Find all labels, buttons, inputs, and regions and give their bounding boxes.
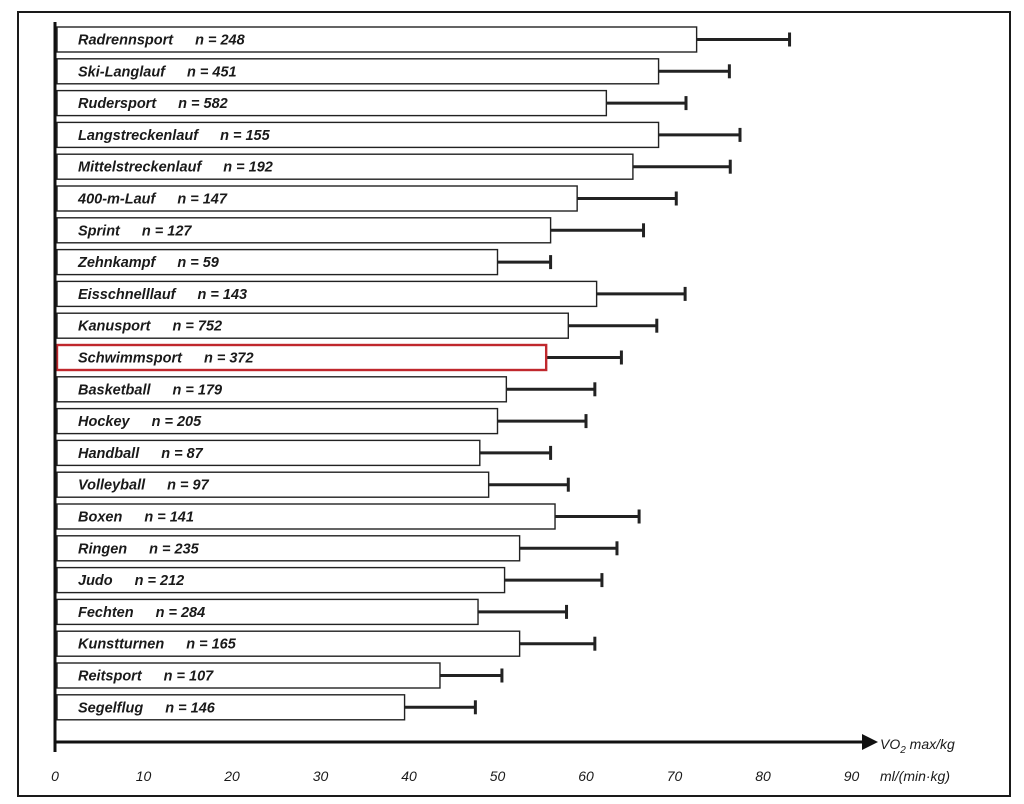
bar-category-label: Radrennsport: [78, 33, 174, 49]
bar-sample-size-label: n = 248: [195, 33, 246, 49]
bar-category-label: Schwimmsport: [78, 351, 183, 367]
bar-sample-size-label: n = 107: [164, 669, 215, 685]
bar-sample-size-label: n = 212: [135, 573, 185, 589]
chart-frame: [17, 11, 1011, 797]
bar-category-label: Volleyball: [78, 478, 146, 494]
bars-layer: [55, 26, 792, 721]
x-tick-label: 60: [578, 768, 594, 784]
bar-sample-size-label: n = 165: [186, 637, 237, 653]
x-tick-label: 70: [667, 768, 683, 784]
bar-category-label: Segelflug: [78, 700, 143, 716]
bar: [56, 26, 698, 53]
x-axis-title-main: VO: [880, 736, 900, 752]
bar-category-label: Boxen: [78, 510, 122, 526]
x-tick-label: 20: [223, 768, 240, 784]
x-tick-label: 80: [755, 768, 771, 784]
bar-category-label: Hockey: [78, 414, 131, 430]
bar: [56, 89, 608, 117]
bar: [56, 153, 634, 180]
bar-category-label: Sprint: [78, 223, 121, 239]
bar: [56, 503, 556, 530]
bar: [56, 566, 506, 594]
bar-category-label: Langstreckenlauf: [78, 128, 200, 144]
bar-sample-size-label: n = 87: [161, 446, 203, 462]
bar-sample-size-label: n = 97: [167, 478, 209, 494]
bar-category-label: Judo: [78, 573, 113, 589]
bar: [56, 439, 481, 467]
bar: [56, 312, 569, 339]
bar: [56, 58, 660, 85]
bar-category-label: Basketball: [78, 382, 152, 398]
x-tick-label: 10: [136, 768, 152, 784]
bar-sample-size-label: n = 205: [152, 414, 203, 430]
bar: [56, 217, 552, 244]
bar-category-label: Mittelstreckenlauf: [78, 160, 203, 176]
x-axis-title-rest: max/kg: [906, 736, 955, 752]
x-tick-label: 40: [401, 768, 417, 784]
x-tick-label: 50: [490, 768, 506, 784]
bar-sample-size-label: n = 192: [223, 160, 273, 176]
bar-sample-size-label: n = 179: [173, 382, 223, 398]
bar-category-label: Fechten: [78, 605, 134, 621]
x-axis-title: VO2 max/kg: [880, 736, 955, 756]
bar-category-label: Handball: [78, 446, 140, 462]
x-tick-label: 90: [844, 768, 860, 784]
bar-category-label: Ringen: [78, 541, 127, 557]
bar: [56, 407, 499, 435]
bar: [56, 185, 578, 212]
bar-sample-size-label: n = 127: [142, 223, 193, 239]
bar: [56, 248, 499, 276]
bar: [56, 598, 479, 626]
bar: [56, 694, 406, 721]
bar-category-label: Reitsport: [78, 669, 143, 685]
bar-sample-size-label: n = 284: [156, 605, 206, 621]
bar-category-label: Zehnkampf: [77, 255, 158, 271]
bar: [56, 662, 441, 689]
bar-category-label: Kanusport: [78, 319, 152, 335]
bar-labels-layer: Radrennsport n = 248 Ski-Langlauf n = 451 Ru…: [77, 33, 273, 717]
bar-category-label: Ski-Langlauf: [78, 64, 167, 80]
bar-sample-size-label: n = 141: [144, 510, 194, 526]
bar-category-label: Kunstturnen: [78, 637, 164, 653]
bar: [56, 376, 508, 403]
bar-sample-size-label: n = 155: [220, 128, 271, 144]
x-tick-labels-layer: 0 10 20 30 40 50 60 70 80 90: [51, 768, 859, 784]
bar: [56, 535, 521, 562]
x-axis-arrowhead-icon: [862, 734, 878, 750]
bar-sample-size-label: n = 146: [165, 700, 216, 716]
x-axis-title-subscript: 2: [899, 745, 906, 756]
x-axis-units: ml/(min·kg): [880, 768, 950, 784]
bar-sample-size-label: n = 59: [177, 255, 219, 271]
bar-sample-size-label: n = 451: [187, 64, 237, 80]
bar-highlighted: [55, 343, 548, 372]
bar: [56, 630, 521, 657]
bar-sample-size-label: n = 147: [177, 192, 228, 208]
bar-sample-size-label: n = 582: [178, 96, 228, 112]
bar-category-label: Eisschnelllauf: [78, 287, 178, 303]
bar-sample-size-label: n = 235: [149, 541, 200, 557]
bar-sample-size-label: n = 752: [173, 319, 223, 335]
bar-category-label: Rudersport: [78, 96, 157, 112]
bar-sample-size-label: n = 372: [204, 351, 254, 367]
bar-sample-size-label: n = 143: [198, 287, 248, 303]
x-tick-label: 0: [51, 768, 59, 784]
bar-category-label: 400-m-Lauf: [77, 192, 158, 208]
bar: [56, 471, 490, 498]
bar: [56, 121, 660, 149]
x-tick-label: 30: [313, 768, 329, 784]
bar: [56, 280, 598, 308]
